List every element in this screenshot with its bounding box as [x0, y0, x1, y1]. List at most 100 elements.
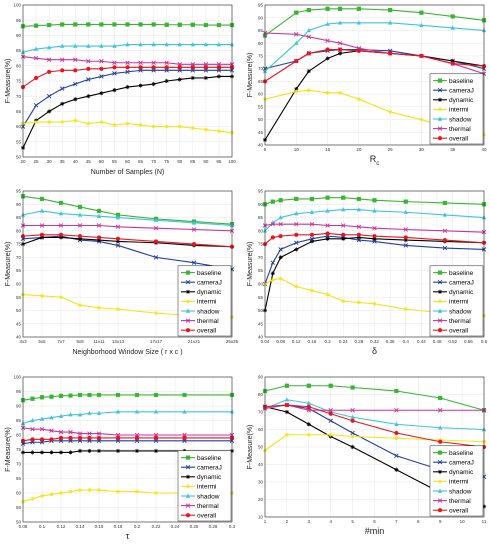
data-point-thermal	[328, 408, 333, 413]
y-tick-label: 75	[16, 79, 22, 84]
legend-marker-overall	[437, 508, 443, 513]
legend-marker-cameraJ	[437, 279, 443, 285]
x-tick-label: 17x17	[150, 339, 163, 344]
series-line-thermal	[264, 223, 485, 233]
data-point-intermi	[115, 489, 121, 494]
data-point-overall	[115, 236, 121, 241]
data-point-thermal	[325, 38, 330, 43]
x-tick-label: 60	[125, 159, 131, 164]
data-point-baseline	[134, 392, 140, 398]
axes-frame	[264, 4, 485, 146]
data-point-thermal	[30, 426, 35, 432]
data-point-overall	[328, 411, 333, 416]
data-point-overall	[96, 235, 102, 240]
data-point-dynamic	[99, 91, 104, 96]
data-point-dynamic	[278, 255, 283, 260]
legend: baseline cameraJ dynamic intermi shadow therm…	[429, 445, 484, 517]
data-point-dynamic	[325, 56, 330, 61]
data-point-overall	[49, 437, 54, 442]
data-point-baseline	[356, 196, 361, 202]
y-tick-label: 70	[16, 255, 22, 260]
data-point-thermal	[58, 429, 64, 435]
data-point-shadow	[60, 43, 65, 48]
data-point-shadow	[87, 410, 92, 415]
data-point-thermal	[270, 221, 276, 227]
data-point-overall	[77, 435, 83, 440]
y-tick-label: 55	[16, 505, 22, 510]
chart-panel-5: 50 55 60 65 70 75 80 85 90 95 100 0.08 0.1 0.12 0.14 0.…	[5, 375, 236, 541]
data-point-intermi	[394, 436, 399, 441]
data-point-thermal	[216, 62, 222, 67]
y-tick-label: 60	[16, 282, 22, 287]
data-point-thermal	[115, 224, 121, 230]
data-point-overall	[294, 58, 299, 64]
series-cameraJ	[20, 68, 235, 129]
data-point-shadow	[309, 209, 315, 214]
data-point-thermal	[33, 55, 39, 61]
data-point-dynamic	[58, 450, 64, 455]
data-point-baseline	[438, 395, 443, 401]
data-point-overall	[134, 435, 140, 440]
data-point-baseline	[177, 22, 182, 27]
data-point-cameraJ	[153, 255, 159, 260]
data-point-cameraJ	[46, 93, 52, 99]
data-point-intermi	[96, 488, 102, 493]
data-point-baseline	[112, 22, 117, 27]
x-tick-label: 5	[351, 519, 354, 524]
data-point-dynamic	[96, 448, 102, 454]
x-tick-label: 0.44	[417, 339, 426, 344]
data-point-overall	[39, 232, 45, 237]
y-tick-label: 50	[16, 308, 22, 313]
legend-marker-baseline	[437, 270, 443, 275]
data-point-dynamic	[68, 450, 73, 455]
x-tick-label: 0.1	[39, 524, 46, 529]
data-point-thermal	[77, 431, 83, 436]
y-tick-label: 75	[258, 242, 264, 247]
data-point-dynamic	[112, 88, 117, 93]
data-point-overall	[394, 430, 399, 436]
y-tick-label: 40	[16, 335, 22, 340]
legend-label-intermi: intermi	[449, 107, 469, 114]
data-point-overall	[325, 47, 330, 52]
series-thermal	[262, 221, 487, 235]
data-point-intermi	[337, 90, 343, 95]
y-tick-label: 85	[258, 28, 264, 33]
data-point-dynamic	[164, 78, 169, 84]
data-point-overall	[341, 232, 346, 237]
y-tick-label: 50	[258, 445, 264, 450]
data-point-thermal	[125, 60, 130, 65]
data-point-intermi	[58, 295, 64, 300]
data-point-thermal	[138, 60, 143, 65]
data-point-shadow	[177, 41, 182, 47]
data-point-baseline	[216, 22, 222, 28]
data-point-cameraJ	[151, 68, 156, 73]
y-tick-label: 45	[258, 130, 264, 135]
data-point-cameraJ	[138, 68, 143, 73]
data-point-thermal	[372, 225, 377, 231]
x-tick-label: 0.2	[324, 339, 331, 344]
series-overall	[262, 47, 487, 84]
y-tick-label: 50	[258, 117, 264, 122]
x-tick-label: 0.12	[292, 339, 301, 344]
data-point-thermal	[394, 408, 399, 413]
legend-label-baseline: baseline	[449, 78, 474, 85]
x-axis-label: τ	[126, 531, 130, 541]
data-point-cameraJ	[328, 418, 333, 423]
x-tick-label: 30	[419, 147, 425, 152]
data-point-dynamic	[294, 86, 299, 92]
x-tick-label: 35	[450, 147, 456, 152]
legend-label-cameraJ: cameraJ	[449, 460, 474, 467]
series-cameraJ	[20, 438, 235, 446]
data-point-overall	[87, 435, 92, 440]
series-intermi	[262, 276, 487, 318]
data-point-shadow	[134, 409, 140, 414]
legend-marker-cameraJ	[185, 279, 191, 285]
data-point-overall	[125, 65, 130, 70]
data-point-dynamic	[115, 239, 121, 244]
y-tick-label: 50	[258, 308, 264, 313]
x-tick-label: 0.36	[386, 339, 395, 344]
x-tick-label: 9	[439, 519, 442, 524]
y-tick-label: 100	[13, 375, 21, 380]
y-tick-label: 90	[258, 202, 264, 207]
data-point-dynamic	[47, 109, 52, 114]
